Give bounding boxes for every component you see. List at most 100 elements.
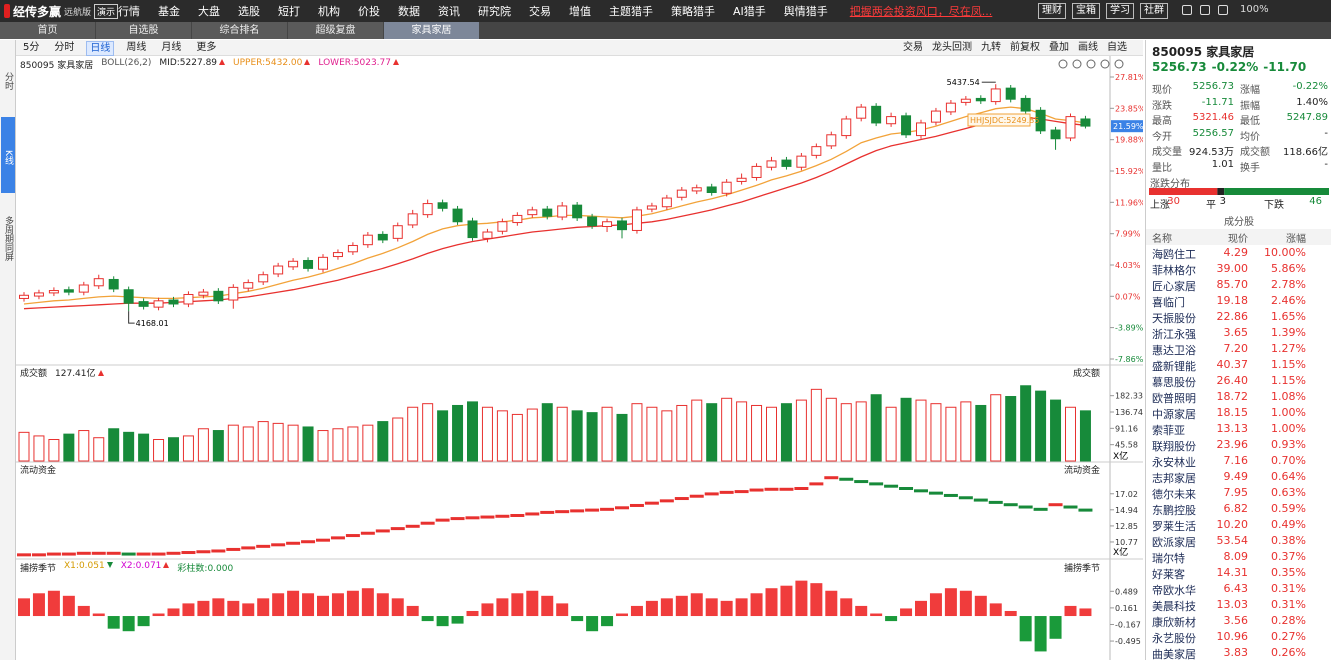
top-buttons: 理财 宝箱 学习 社群 [1038, 3, 1174, 19]
stock-row[interactable]: 东鹏控股 6.82 0.59% [1146, 501, 1331, 517]
menu-item[interactable]: 增值 [569, 5, 591, 18]
panel-icon [1072, 59, 1082, 69]
quote-panel: 850095 家具家居 5256.73 -0.22% -11.70 涨跌分布 上涨 3… [1145, 40, 1331, 661]
distribution-segment [1217, 188, 1225, 195]
volume-bar [1035, 390, 1047, 462]
stock-name: 匠心家居 [1152, 280, 1196, 293]
stock-row[interactable]: 美晨科技 13.03 0.31% [1146, 597, 1331, 613]
side-tab[interactable]: 多周期同屏 [3, 215, 13, 261]
volume-bar [900, 397, 912, 462]
volume-bar [123, 431, 135, 462]
menu-item[interactable]: 基金 [158, 5, 180, 18]
stock-row[interactable]: 德尔未来 7.95 0.63% [1146, 485, 1331, 501]
period-button[interactable]: 周线 [126, 42, 147, 53]
menu-item[interactable]: 主题猎手 [609, 5, 653, 18]
tab[interactable]: 自选股 [96, 22, 191, 39]
tool-button[interactable]: 画线 [1078, 42, 1098, 53]
menu-item[interactable]: 短打 [278, 5, 300, 18]
stock-row[interactable]: 永安林业 7.16 0.70% [1146, 453, 1331, 469]
demo-badge[interactable]: 演示 [93, 3, 118, 19]
stock-price: 10.96 [1216, 630, 1249, 643]
period-button[interactable]: 5分 [23, 42, 40, 53]
y-tick-label: 19.88% [1115, 136, 1143, 145]
volume-bar [990, 394, 1002, 462]
oscillator-bar [1049, 616, 1062, 639]
menu-item[interactable]: 交易 [529, 5, 551, 18]
stock-row[interactable]: 曲美家居 3.83 0.26% [1146, 645, 1331, 661]
stock-row[interactable]: 惠达卫浴 7.20 1.27% [1146, 341, 1331, 357]
volume-bar [287, 424, 299, 462]
period-button[interactable]: 月线 [161, 42, 182, 53]
notice-link[interactable]: 把握两会投资风口，尽在凤... [849, 5, 993, 18]
top-button[interactable]: 社群 [1140, 3, 1168, 19]
stock-price: 39.00 [1216, 262, 1249, 275]
stock-row[interactable]: 匠心家居 85.70 2.78% [1146, 277, 1331, 293]
menu-item[interactable]: 资讯 [438, 5, 460, 18]
period-button[interactable]: 日线 [86, 41, 115, 56]
y-tick-label: 11.96% [1115, 198, 1143, 207]
stock-row[interactable]: 海鸥住工 4.29 10.00% [1146, 245, 1331, 261]
stock-row[interactable]: 菲林格尔 39.00 5.86% [1146, 261, 1331, 277]
stock-row[interactable]: 好莱客 14.31 0.35% [1146, 565, 1331, 581]
stock-row[interactable]: 瑞尔特 8.09 0.37% [1146, 549, 1331, 565]
quote-value: 1.01 [1211, 158, 1234, 170]
menu-item[interactable]: AI猎手 [733, 5, 766, 18]
stock-row[interactable]: 康欣新材 3.56 0.28% [1146, 613, 1331, 629]
menu-item[interactable]: 大盘 [198, 5, 220, 18]
stock-row[interactable]: 天振股份 22.86 1.65% [1146, 309, 1331, 325]
stock-row[interactable]: 罗莱生活 10.20 0.49% [1146, 517, 1331, 533]
tab[interactable]: 综合排名 [192, 22, 287, 39]
y-tick-label: -0.167 [1115, 620, 1141, 629]
menu-item[interactable]: 舆情猎手 [783, 5, 828, 18]
menu-item[interactable]: 价投 [358, 5, 380, 18]
stock-row[interactable]: 欧普照明 18.72 1.08% [1146, 389, 1331, 405]
stock-row[interactable]: 中源家居 18.15 1.00% [1146, 405, 1331, 421]
stock-row[interactable]: 索菲亚 13.13 1.00% [1146, 421, 1331, 437]
stock-change: 2.46% [1271, 294, 1306, 307]
stock-row[interactable]: 浙江永强 3.65 1.39% [1146, 325, 1331, 341]
top-button[interactable]: 宝箱 [1072, 3, 1100, 19]
top-button[interactable]: 理财 [1038, 3, 1066, 19]
period-button[interactable]: 分时 [54, 42, 75, 53]
menu-item[interactable]: 选股 [238, 5, 260, 18]
quote-change-pct: -0.22% [1211, 60, 1259, 74]
indicator[interactable]: BOLL(26,2) [101, 58, 152, 68]
tool-button[interactable]: 叠加 [1049, 42, 1069, 53]
menu-item[interactable]: 机构 [318, 5, 340, 18]
zoom-level[interactable]: 100% [1240, 4, 1269, 15]
side-tab[interactable]: K线 [1, 117, 15, 193]
menu-item[interactable]: 数据 [398, 5, 420, 18]
period-button[interactable]: 更多 [196, 42, 217, 53]
tab[interactable]: 家具家居 [384, 22, 479, 39]
tool-button[interactable]: 九转 [981, 42, 1001, 53]
tool-button[interactable]: 龙头回测 [932, 42, 972, 53]
volume-bar [870, 394, 882, 462]
candle-body [303, 259, 314, 269]
panel-header: 捕捞季节 [1064, 561, 1108, 574]
side-tab[interactable]: 分时 [3, 72, 13, 90]
oscillator-bar [526, 590, 539, 617]
stock-row[interactable]: 喜临门 19.18 2.46% [1146, 293, 1331, 309]
menu-item[interactable]: 策略猎手 [671, 5, 715, 18]
stock-row[interactable]: 帝欧水华 6.43 0.31% [1146, 581, 1331, 597]
candle-body [512, 214, 523, 224]
stock-row[interactable]: 永艺股份 10.96 0.27% [1146, 629, 1331, 645]
stock-row[interactable]: 慕思股份 26.40 1.15% [1146, 373, 1331, 389]
tab[interactable]: 首页 [0, 22, 95, 39]
tab[interactable]: 超级复盘 [288, 22, 383, 39]
top-button[interactable]: 学习 [1106, 3, 1134, 19]
stock-row[interactable]: 欧派家居 53.54 0.38% [1146, 533, 1331, 549]
quote-value: -0.22% [1292, 81, 1328, 92]
quote-row: 成交量 924.53万 成交额 118.66亿 [1146, 142, 1331, 158]
menu-item[interactable]: 研究院 [478, 5, 511, 18]
menu-item[interactable]: 行情 [118, 5, 140, 18]
stock-row[interactable]: 盛新锂能 40.37 1.15% [1146, 357, 1331, 373]
oscillator-bar [227, 600, 240, 617]
stock-row[interactable]: 志邦家居 9.49 0.64% [1146, 469, 1331, 485]
tool-button[interactable]: 前复权 [1010, 42, 1040, 53]
volume-bar [437, 410, 449, 462]
candle-body [183, 293, 194, 305]
tool-button[interactable]: 交易 [903, 42, 923, 53]
tool-button[interactable]: 自选 [1107, 42, 1127, 53]
stock-row[interactable]: 联翔股份 23.96 0.93% [1146, 437, 1331, 453]
